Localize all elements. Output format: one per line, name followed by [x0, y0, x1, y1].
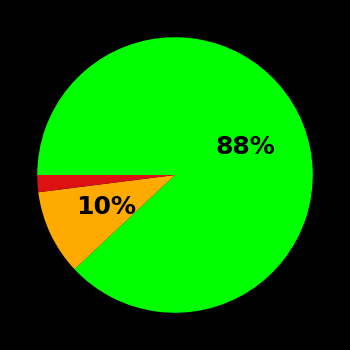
Text: 10%: 10% — [76, 195, 136, 219]
Wedge shape — [38, 175, 175, 269]
Wedge shape — [37, 175, 175, 192]
Wedge shape — [37, 37, 313, 313]
Text: 88%: 88% — [216, 135, 275, 159]
